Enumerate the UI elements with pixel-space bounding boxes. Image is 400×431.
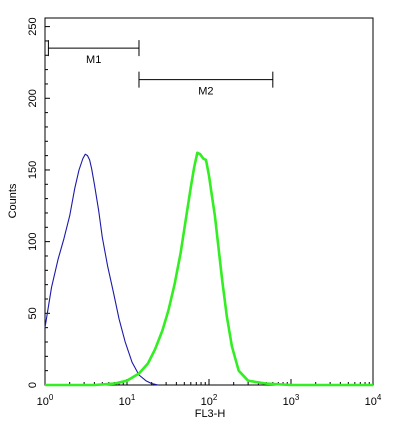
y-tick-label: 50 [27,307,39,319]
plot-frame [44,17,374,386]
series-line [45,151,373,387]
marker-label: M2 [198,86,213,98]
x-tick-label: 102 [201,393,218,408]
y-tick-label: 150 [27,161,39,179]
x-tick-label: 101 [119,393,136,408]
x-axis-label: FL3-H [195,408,226,420]
series-line [44,153,159,386]
x-tick-label: 100 [37,393,54,408]
x-tick-label: 104 [365,393,382,408]
y-tick-label: 250 [27,17,39,35]
y-tick-label: 100 [27,232,39,250]
x-tick-label: 103 [283,393,300,408]
y-tick-label: 0 [27,382,39,388]
plot-area: 0 50 100 150 200 250 100 101 102 103 104 M1 M2 [27,17,382,408]
marker-label: M1 [86,54,101,66]
y-axis-label: Counts [7,183,19,218]
y-tick-label: 200 [27,89,39,107]
